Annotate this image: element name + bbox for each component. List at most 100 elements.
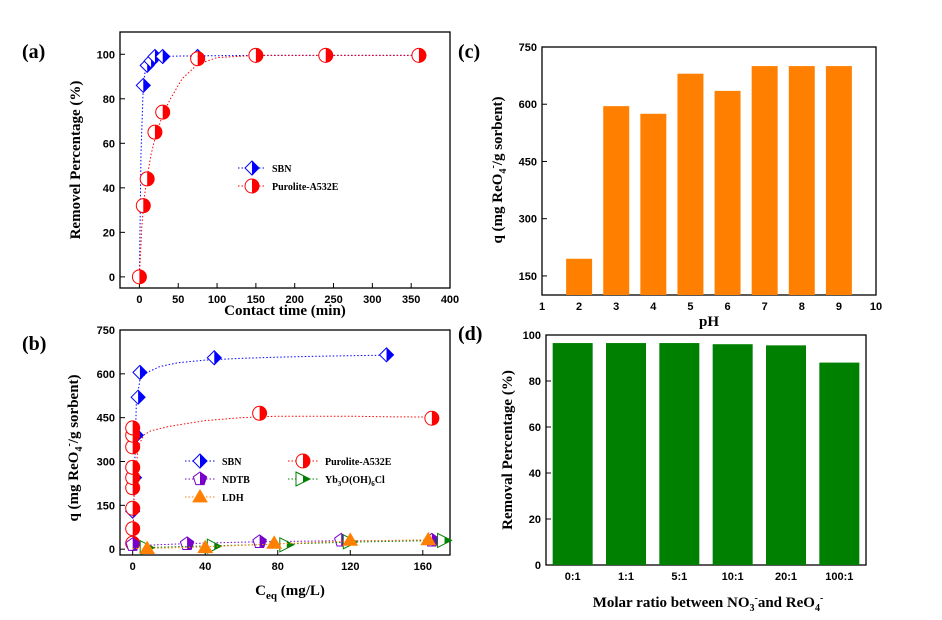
a-ytick-label: 60 <box>103 138 115 150</box>
c-xtick-label: 8 <box>799 301 805 313</box>
a-ytick-label: 80 <box>103 94 115 106</box>
b-ytick-label: 450 <box>97 413 115 425</box>
a-point-1-half <box>147 171 155 186</box>
panel-b-legend: SBN Purolite-A532E NDTB Yb3O(OH)6Cl LDH <box>185 453 392 504</box>
panel-c-ylabel-sup: - <box>488 165 499 168</box>
c-ytick-label: 450 <box>519 156 537 168</box>
d-xtick-label: 20:1 <box>775 571 797 583</box>
legend-a-sbn-label: SBN <box>272 164 292 175</box>
b-point-1-half <box>132 420 140 435</box>
legend-b-yb-label: Yb3O(OH)6Cl <box>325 475 385 488</box>
legend-b-marker-4 <box>192 489 208 503</box>
a-point-0-half <box>162 49 170 64</box>
panel-a-series <box>131 47 427 285</box>
panel-b-ylabel: q (mg ReO4-/g sorbent) <box>64 374 85 521</box>
a-point-0-half <box>143 78 151 93</box>
d-xtick-label: 100:1 <box>825 571 853 583</box>
a-ytick-label: 0 <box>109 272 115 284</box>
legend-b-marker-1-half <box>303 454 310 468</box>
c-xtick-label: 3 <box>613 301 619 313</box>
d-ytick-label: 60 <box>529 422 541 434</box>
panel-b-ylabel-b: /g sorbent) <box>66 374 82 444</box>
b-ytick-label: 150 <box>97 500 115 512</box>
c-xtick-label: 4 <box>650 301 657 313</box>
panel-d-ticks: 0 20 40 60 80 100 0:1 1:1 5:1 10:1 20:1 100:1 <box>523 330 854 583</box>
d-bar <box>766 345 806 565</box>
b-point-2-half <box>132 537 140 551</box>
b-point-1-half <box>132 501 140 516</box>
c-bar <box>603 106 630 295</box>
panel-a-plot-frame <box>119 31 451 289</box>
b-ytick-label: 300 <box>97 456 115 468</box>
c-bar <box>825 66 852 295</box>
panel-d-plot-frame <box>545 334 867 566</box>
c-bar <box>640 113 667 296</box>
legend-b-yb-sub1: 3 <box>338 480 342 488</box>
b-point-4 <box>342 532 359 546</box>
d-xtick-label: 5:1 <box>671 571 687 583</box>
panel-a-xlabel: Contact time (min) <box>224 303 346 319</box>
a-xtick-label: 300 <box>363 294 381 306</box>
b-xtick-label: 160 <box>414 561 432 573</box>
legend-b-yb-mid: O(OH) <box>341 475 371 486</box>
b-point-1-half <box>132 439 140 454</box>
legend-b-ndtb-label: NDTB <box>222 475 250 486</box>
b-point-2-half <box>259 534 267 548</box>
c-bar <box>788 66 815 295</box>
panel-b-ylabel-a: q (mg ReO <box>66 452 82 522</box>
panel-a: (a) Contact time (min) Removel Percentag… <box>22 31 459 319</box>
d-ytick-label: 80 <box>529 376 541 388</box>
b-point-1-half <box>132 460 140 475</box>
c-ytick-label: 150 <box>519 271 537 283</box>
legend-b-yb-pre: Yb <box>325 475 338 486</box>
c-ytick-label: 600 <box>519 99 537 111</box>
panel-b-ylabel-sup: - <box>64 443 75 446</box>
panel-c-ylabel-sub: 4 <box>498 169 509 174</box>
d-ytick-label: 40 <box>529 468 541 480</box>
panel-c-ylabel-a: q (mg ReO <box>490 174 506 244</box>
panel-b: (b) Ceq (mg/L) q (mg ReO4-/g sorbent) 0 4… <box>22 325 453 602</box>
b-ytick-label: 600 <box>97 369 115 381</box>
panel-b-xlabel: Ceq (mg/L) <box>255 583 325 602</box>
b-xtick-label: 120 <box>341 561 359 573</box>
panel-b-ticks: 0 40 80 120 160 0 150 300 450 600 750 <box>97 325 432 573</box>
a-fit-1 <box>138 54 419 277</box>
a-xtick-label: 350 <box>402 294 420 306</box>
c-bar <box>751 66 778 295</box>
panel-b-series <box>124 347 453 556</box>
b-fit-4 <box>132 539 429 550</box>
a-point-1-half <box>418 48 426 63</box>
a-xtick-label: 250 <box>324 294 342 306</box>
panel-c-ylabel: q (mg ReO4-/g sorbent) <box>488 96 509 243</box>
legend-b-marker-2-half <box>200 472 207 485</box>
d-bar <box>552 343 593 565</box>
a-point-1-half <box>162 105 170 120</box>
legend-b-ldh-label: LDH <box>222 493 244 504</box>
d-bar <box>712 344 753 565</box>
b-xtick-label: 0 <box>130 561 136 573</box>
d-ytick-label: 0 <box>535 560 541 572</box>
d-xtick-label: 0:1 <box>565 571 581 583</box>
a-ytick-label: 40 <box>103 183 115 195</box>
b-fit-1 <box>132 415 432 550</box>
a-point-1-half <box>139 269 147 284</box>
legend-b-sbn-label: SBN <box>222 457 242 468</box>
legend-b-yb-sub2: 6 <box>371 480 375 488</box>
c-xtick-label: 1 <box>539 301 545 313</box>
a-ytick-label: 100 <box>97 49 115 61</box>
panel-d-xlabel-a: Molar ratio between NO <box>593 595 750 611</box>
b-point-4 <box>420 531 437 546</box>
b-point-4 <box>139 540 156 554</box>
panel-d: (d) Molar ratio between NO3-and ReO4- Re… <box>458 323 867 614</box>
d-bar <box>659 343 700 565</box>
a-point-1-half <box>325 48 333 63</box>
panel-d-label: (d) <box>458 323 482 345</box>
b-point-0-half <box>138 390 146 405</box>
b-point-0-half <box>139 365 147 380</box>
a-xtick-label: 150 <box>247 294 265 306</box>
b-point-0-half <box>386 347 394 362</box>
a-point-1-half <box>154 125 162 140</box>
panel-a-legend: SBN Purolite-A532E <box>238 160 339 194</box>
